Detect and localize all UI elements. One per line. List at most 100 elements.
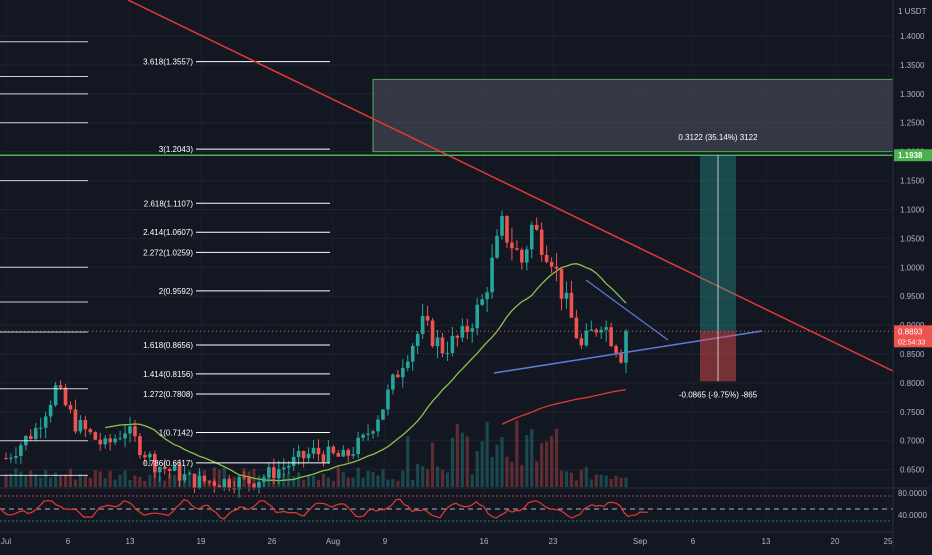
volume-bar bbox=[545, 441, 549, 487]
volume-bar bbox=[113, 479, 117, 487]
candle-body bbox=[197, 475, 202, 489]
candle-body bbox=[133, 426, 137, 437]
candle-body bbox=[157, 467, 162, 473]
fib-level-label: 1(0.7142) bbox=[159, 429, 194, 438]
volume-bar bbox=[108, 470, 112, 487]
candle-body bbox=[609, 327, 613, 347]
candle-body bbox=[381, 409, 385, 420]
volume-bar bbox=[351, 477, 355, 487]
volume-bar bbox=[371, 472, 375, 487]
volume-bar bbox=[83, 475, 87, 487]
volume-bar bbox=[24, 475, 28, 487]
volume-bar bbox=[396, 480, 400, 487]
fib-level-label: 2.272(1.0259) bbox=[143, 248, 193, 257]
volume-bar bbox=[316, 479, 321, 487]
candle-body bbox=[88, 429, 93, 433]
volume-bar bbox=[411, 479, 415, 487]
candle-body bbox=[316, 447, 321, 455]
position-stop-label: -0.0865 (-9.75%) -865 bbox=[679, 390, 758, 399]
price-tick-label: 0.8000 bbox=[900, 379, 925, 388]
volume-bar bbox=[44, 470, 48, 487]
candle-body bbox=[33, 428, 38, 439]
volume-bar bbox=[68, 468, 73, 487]
volume-bar bbox=[381, 469, 385, 487]
price-tick-label: 0.6500 bbox=[900, 466, 925, 475]
candle-body bbox=[589, 329, 594, 331]
price-tick-label: 1.3500 bbox=[900, 61, 925, 70]
candle-body bbox=[128, 426, 132, 434]
volume-bar bbox=[311, 475, 316, 487]
volume-bar bbox=[341, 472, 345, 487]
volume-bar bbox=[520, 465, 524, 487]
rising-support-line bbox=[493, 330, 763, 374]
time-tick-label: Sep bbox=[633, 537, 648, 546]
volume-bar bbox=[34, 474, 38, 487]
volume-bar bbox=[530, 429, 534, 487]
volume-bar bbox=[559, 470, 564, 487]
volume-bar bbox=[440, 469, 445, 487]
fib-level-label: 3(1.2043) bbox=[159, 145, 194, 154]
candle-body bbox=[386, 389, 390, 410]
volume-bar bbox=[416, 463, 420, 487]
candle-body bbox=[564, 292, 569, 299]
price-tick-label: 0.7000 bbox=[900, 437, 925, 446]
candle-body bbox=[267, 467, 271, 478]
candle-body bbox=[401, 367, 405, 378]
target-zone bbox=[372, 78, 894, 153]
candle-body bbox=[579, 338, 584, 346]
candle-body bbox=[118, 438, 122, 440]
time-axis: Jul 6 13 19 26 Aug 9 16 23 Sep 6 13 20 25 bbox=[1, 537, 893, 546]
volume-bar bbox=[212, 467, 216, 487]
candle-body bbox=[162, 467, 167, 469]
price-tick-label: 1.1500 bbox=[900, 177, 925, 186]
volume-bar bbox=[153, 470, 157, 487]
volume-bar bbox=[88, 477, 92, 487]
candle-body bbox=[331, 446, 336, 454]
volume-bar bbox=[589, 479, 593, 487]
candle-body bbox=[445, 353, 450, 355]
candle-body bbox=[505, 216, 509, 243]
fib-level-label: 2.414(1.0607) bbox=[143, 228, 193, 237]
volume-bar bbox=[128, 480, 132, 487]
candle-body bbox=[450, 335, 455, 354]
candle-body bbox=[237, 477, 241, 490]
candle-body bbox=[480, 299, 484, 305]
volume-bar bbox=[346, 477, 350, 487]
time-tick-label: Aug bbox=[326, 537, 340, 546]
time-tick-label: 13 bbox=[126, 537, 135, 546]
candle-body bbox=[123, 433, 127, 439]
volume-bar bbox=[158, 476, 162, 487]
volume-bar bbox=[435, 466, 440, 487]
candle-body bbox=[192, 473, 197, 489]
time-tick-label: 6 bbox=[691, 537, 696, 546]
volume-bar bbox=[401, 470, 405, 487]
candle-body bbox=[222, 479, 227, 488]
candle-body bbox=[410, 345, 415, 362]
candle-body bbox=[529, 224, 534, 250]
volume-bar bbox=[143, 480, 147, 487]
fib-level-label: 1.618(0.8656) bbox=[143, 341, 193, 350]
volume-bar bbox=[78, 474, 82, 487]
candle-body bbox=[361, 434, 365, 438]
volume-bar bbox=[540, 443, 544, 487]
candle-body bbox=[475, 304, 479, 329]
volume-bar bbox=[54, 472, 58, 487]
volume-bar bbox=[58, 474, 63, 487]
candle-body bbox=[58, 385, 63, 388]
position-target-label: 0.3122 (35.14%) 3122 bbox=[678, 133, 758, 142]
candle-body bbox=[272, 467, 276, 478]
time-tick-label: 23 bbox=[549, 537, 558, 546]
candle-body bbox=[490, 257, 494, 293]
volume-bar bbox=[465, 436, 469, 487]
candle-body bbox=[9, 457, 13, 459]
candle-body bbox=[172, 465, 177, 471]
candle-body bbox=[78, 420, 83, 432]
candle-body bbox=[460, 326, 465, 338]
volume-bar bbox=[421, 466, 425, 487]
horizontal-line-badge bbox=[894, 149, 932, 162]
candle-body bbox=[108, 438, 112, 443]
volume-bar bbox=[460, 432, 464, 487]
volume-bar bbox=[63, 474, 68, 487]
